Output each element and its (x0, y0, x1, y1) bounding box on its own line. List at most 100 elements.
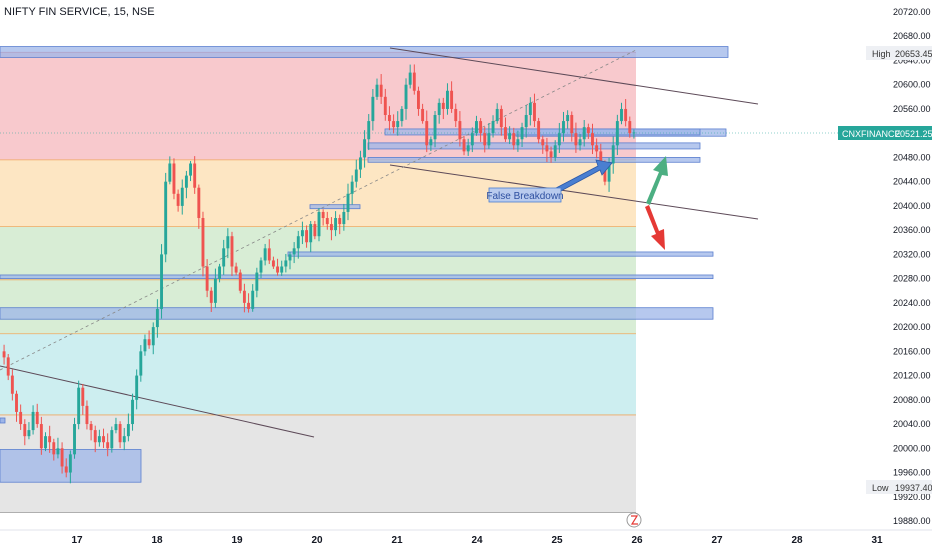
candle-body (421, 108, 425, 122)
candle-body (238, 272, 242, 291)
candle-body (242, 290, 246, 303)
candle-body (139, 351, 143, 376)
candle-body (226, 236, 230, 249)
price-tick-label: 20120.00 (893, 371, 931, 381)
candle-body (528, 102, 532, 116)
candle-body (56, 448, 60, 455)
candle-body (454, 108, 458, 122)
false-breakdown-arrow (555, 159, 613, 193)
price-tick-label: 20240.00 (893, 298, 931, 308)
candle-body (10, 375, 14, 394)
candle-body (354, 169, 358, 182)
candle-body (300, 230, 304, 237)
candle-body (284, 260, 288, 267)
candle-body (296, 236, 300, 249)
trend-lines[interactable] (0, 47, 860, 438)
candle-body (234, 266, 238, 273)
candle-body (458, 121, 462, 140)
price-tick-label: 20200.00 (893, 322, 931, 332)
price-tick-label: 19880.00 (893, 516, 931, 526)
candle-body (218, 266, 221, 279)
candle-body (89, 424, 93, 431)
candle-body (184, 175, 188, 188)
time-tick-label: 25 (551, 535, 563, 546)
support-resistance-zones[interactable] (0, 46, 729, 483)
candle-body (85, 405, 89, 425)
zone-box[interactable] (287, 251, 714, 257)
candle-body (288, 254, 292, 261)
zone-box[interactable] (384, 128, 701, 136)
candle-body (429, 139, 433, 146)
time-tick-label: 19 (231, 535, 243, 546)
price-tick-label: 20040.00 (893, 419, 931, 429)
candle-body (371, 96, 375, 122)
fib-band (0, 333, 636, 415)
candle-body (222, 248, 226, 267)
candle-body (483, 133, 487, 146)
candle-body (97, 436, 101, 443)
candle-body (620, 108, 623, 122)
candle-body (81, 387, 85, 406)
candle-body (247, 302, 251, 309)
candle-body (93, 430, 97, 443)
candle-body (346, 193, 350, 212)
candle-body (412, 72, 416, 91)
dashed-ascending-trendline[interactable] (0, 49, 637, 371)
candle-body (342, 211, 346, 225)
chart-title: NIFTY FIN SERVICE, 15, NSE (4, 6, 155, 18)
zone-box[interactable] (0, 46, 729, 58)
candle-body (504, 127, 507, 140)
svg-text:20653.45: 20653.45 (895, 49, 932, 59)
channel-lower-trendline[interactable] (389, 164, 759, 220)
candle-body (363, 139, 367, 158)
price-tick-label: 20160.00 (893, 346, 931, 356)
candle-body (321, 211, 325, 219)
candle-body (375, 84, 379, 97)
channel-upper-trendline[interactable] (389, 47, 759, 105)
candle-body (251, 290, 255, 309)
candle-body (533, 102, 536, 122)
price-axis[interactable]: 20720.00 20680.00 20640.00 20600.00 20560.00… (893, 7, 931, 526)
candle-body (387, 115, 391, 122)
candle-body (126, 424, 130, 437)
svg-text:CNXFINANCE: CNXFINANCE (842, 129, 901, 139)
time-tick-label: 20 (311, 535, 323, 546)
zone-box[interactable] (0, 417, 6, 424)
zone-box[interactable] (0, 307, 714, 320)
time-tick-label: 24 (471, 535, 483, 546)
candle-body (52, 442, 56, 455)
zone-box[interactable] (309, 204, 361, 210)
candle-body (462, 139, 466, 152)
time-axis[interactable]: 17 18 19 20 21 24 25 26 27 28 31 (71, 535, 883, 546)
candle-body (122, 436, 126, 443)
replay-icon[interactable] (626, 512, 642, 528)
candle-body (338, 218, 342, 225)
descending-trendline[interactable] (0, 365, 315, 438)
candle-body (193, 163, 197, 188)
candle-body (541, 139, 545, 146)
zone-box[interactable] (0, 274, 714, 280)
price-tick-label: 20360.00 (893, 225, 931, 235)
candle-body (176, 193, 180, 206)
candle-body (68, 454, 72, 473)
candle-body (292, 248, 296, 255)
candle-body (255, 272, 259, 291)
candle-body (151, 327, 155, 346)
candle-body (512, 133, 516, 146)
candle-body (470, 133, 474, 146)
candle-body (44, 436, 47, 449)
candle-body (73, 424, 76, 455)
candle-body (537, 121, 541, 140)
zone-box[interactable] (367, 142, 701, 150)
candle-body (574, 133, 578, 146)
candle-body (48, 436, 52, 443)
candle-body (114, 424, 118, 431)
candle-body (379, 84, 383, 97)
candle-body (27, 430, 31, 437)
candle-body (578, 139, 582, 146)
last-price-badge: CNXFINANCE 20521.25 (838, 126, 932, 140)
zone-box[interactable] (367, 157, 701, 163)
price-tick-label: 20280.00 (893, 274, 931, 284)
candle-body (446, 90, 449, 109)
